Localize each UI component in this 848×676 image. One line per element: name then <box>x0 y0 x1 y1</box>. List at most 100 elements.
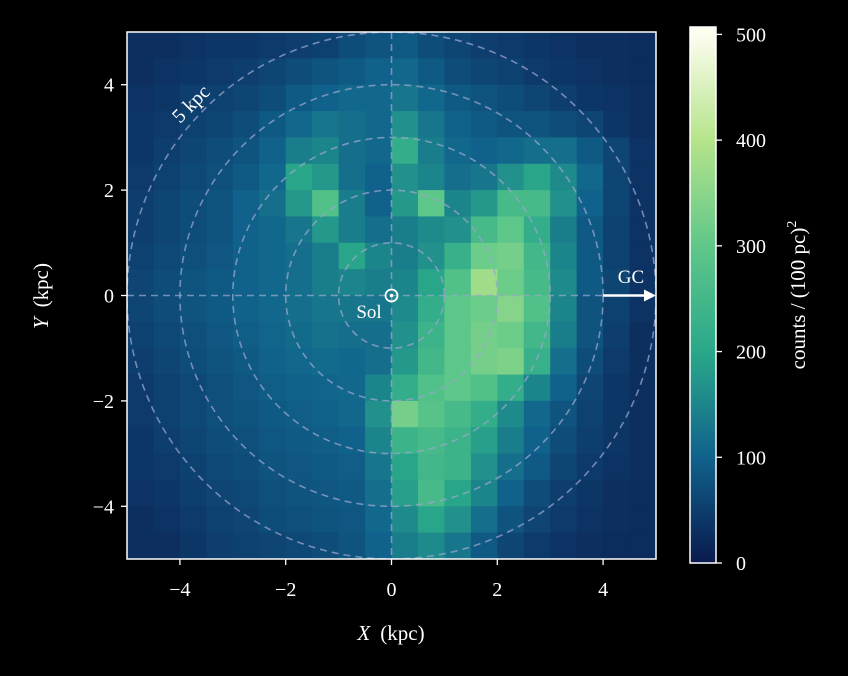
heatmap-cell <box>417 453 445 481</box>
heatmap-cell <box>153 506 181 534</box>
heatmap-cell <box>206 111 234 138</box>
sun-symbol-dot-icon <box>389 293 394 298</box>
heatmap-cell <box>470 242 498 270</box>
heatmap-cell <box>153 348 181 376</box>
heatmap-cell <box>179 374 207 402</box>
heatmap-cell <box>470 479 498 507</box>
heatmap-cell <box>365 400 393 428</box>
heatmap-cell <box>365 163 393 191</box>
heatmap-cell <box>206 374 234 402</box>
heatmap-cell <box>338 321 366 349</box>
heatmap-cell <box>576 532 604 559</box>
heatmap-cell <box>206 295 234 323</box>
heatmap-cell <box>444 479 472 507</box>
heatmap-cell <box>206 269 234 297</box>
heatmap-cell <box>523 348 551 376</box>
gc-label: GC <box>618 267 644 288</box>
heatmap-cell <box>550 479 578 507</box>
heatmap-cell <box>417 137 445 165</box>
heatmap-cell <box>497 58 525 86</box>
heatmap-cell <box>550 532 578 559</box>
heatmap-cell <box>153 269 181 297</box>
heatmap-cell <box>232 32 260 59</box>
heatmap-cell <box>497 400 525 428</box>
heatmap-cell <box>365 348 393 376</box>
heatmap-cell <box>497 453 525 481</box>
heatmap-cell <box>391 506 419 534</box>
heatmap-cell <box>232 190 260 218</box>
heatmap-cell <box>365 111 393 138</box>
heatmap-cell <box>338 242 366 270</box>
heatmap-cell <box>232 242 260 270</box>
heatmap-cell <box>417 111 445 138</box>
heatmap-cell <box>312 453 340 481</box>
heatmap-cell <box>550 190 578 218</box>
heatmap-cell <box>285 32 313 59</box>
heatmap-cell <box>206 242 234 270</box>
heatmap-cell <box>497 32 525 59</box>
heatmap-cell <box>497 216 525 244</box>
heatmap-cell <box>365 58 393 86</box>
heatmap-cell <box>259 427 287 455</box>
heatmap-cell <box>312 400 340 428</box>
heatmap-cell <box>153 137 181 165</box>
heatmap-cell <box>179 58 207 86</box>
heatmap-cell <box>285 427 313 455</box>
x-axis-label: X (kpc) <box>356 621 424 645</box>
heatmap-cell <box>312 506 340 534</box>
x-tick-label: 2 <box>492 579 502 601</box>
heatmap-cell <box>550 32 578 59</box>
heatmap-cell <box>550 348 578 376</box>
heatmap-cell <box>179 84 207 112</box>
heatmap-cell <box>153 374 181 402</box>
heatmap-cell <box>259 190 287 218</box>
heatmap-cell <box>285 400 313 428</box>
colorbar-label: counts / (100 pc)2 <box>785 221 810 370</box>
heatmap-cell <box>391 58 419 86</box>
heatmap-cell <box>576 163 604 191</box>
heatmap-cell <box>417 163 445 191</box>
heatmap-cell <box>497 479 525 507</box>
colorbar-tick-label: 300 <box>736 236 766 258</box>
heatmap-cell <box>153 84 181 112</box>
heatmap-cell <box>259 58 287 86</box>
heatmap-cell <box>576 111 604 138</box>
heatmap-cell <box>312 111 340 138</box>
heatmap-cell <box>603 216 631 244</box>
heatmap-cell <box>206 532 234 559</box>
heatmap-cell <box>285 190 313 218</box>
heatmap-cell <box>391 532 419 559</box>
heatmap-cell <box>259 295 287 323</box>
heatmap-cell <box>179 479 207 507</box>
y-tick-label: 4 <box>104 75 114 97</box>
heatmap-cell <box>550 453 578 481</box>
heatmap-cell <box>391 400 419 428</box>
heatmap-cell <box>417 32 445 59</box>
heatmap-cell <box>312 32 340 59</box>
heatmap-cell <box>629 479 656 507</box>
heatmap-cell <box>127 216 155 244</box>
heatmap-cell <box>365 269 393 297</box>
heatmap-cell <box>550 321 578 349</box>
heatmap-cell <box>391 453 419 481</box>
heatmap-cell <box>338 506 366 534</box>
heatmap-cell <box>603 137 631 165</box>
heatmap-cell <box>391 163 419 191</box>
y-tick-label: −4 <box>93 496 114 518</box>
heatmap-cell <box>179 269 207 297</box>
heatmap-cell <box>576 269 604 297</box>
heatmap-cell <box>259 400 287 428</box>
heatmap-cell <box>603 348 631 376</box>
heatmap-cell <box>444 506 472 534</box>
heatmap-cell <box>312 427 340 455</box>
heatmap-cell <box>179 32 207 59</box>
heatmap-cell <box>603 190 631 218</box>
axes: −4 −2 0 2 4 −4 −2 0 2 4 <box>93 75 608 601</box>
heatmap-cell <box>391 137 419 165</box>
heatmap-cell <box>312 269 340 297</box>
heatmap-cell <box>259 532 287 559</box>
heatmap-cell <box>179 506 207 534</box>
heatmap-cell <box>285 453 313 481</box>
heatmap-cell <box>470 111 498 138</box>
heatmap-cell <box>259 242 287 270</box>
